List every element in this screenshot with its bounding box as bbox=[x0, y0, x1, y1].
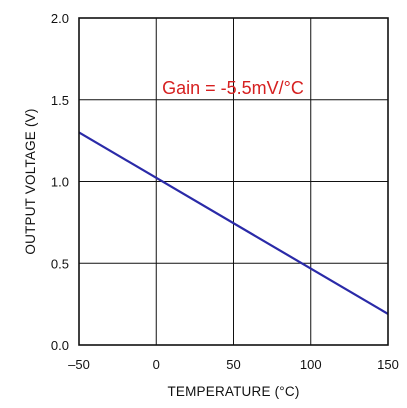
x-tick-label: 50 bbox=[226, 357, 240, 372]
x-tick-label: 150 bbox=[377, 357, 399, 372]
plot-frame bbox=[78, 17, 389, 346]
y-tick-labels: 0.0 0.5 1.0 1.5 2.0 bbox=[51, 11, 69, 353]
x-tick-label: –50 bbox=[68, 357, 90, 372]
y-tick-label: 0.0 bbox=[51, 338, 69, 353]
x-tick-labels: –50 0 50 100 150 bbox=[68, 357, 399, 372]
series-line bbox=[78, 131, 389, 315]
y-tick-label: 0.5 bbox=[51, 256, 69, 271]
y-tick-label: 2.0 bbox=[51, 11, 69, 26]
x-axis-title: TEMPERATURE (°C) bbox=[167, 384, 299, 399]
y-axis-title: OUTPUT VOLTAGE (V) bbox=[23, 108, 38, 254]
x-tick-label: 0 bbox=[153, 357, 160, 372]
x-tick-label: 100 bbox=[300, 357, 322, 372]
grid bbox=[79, 18, 388, 345]
y-tick-label: 1.0 bbox=[51, 175, 69, 190]
series-layer bbox=[78, 131, 389, 315]
gain-annotation: Gain = -5.5mV/°C bbox=[162, 78, 304, 98]
y-tick-label: 1.5 bbox=[51, 93, 69, 108]
